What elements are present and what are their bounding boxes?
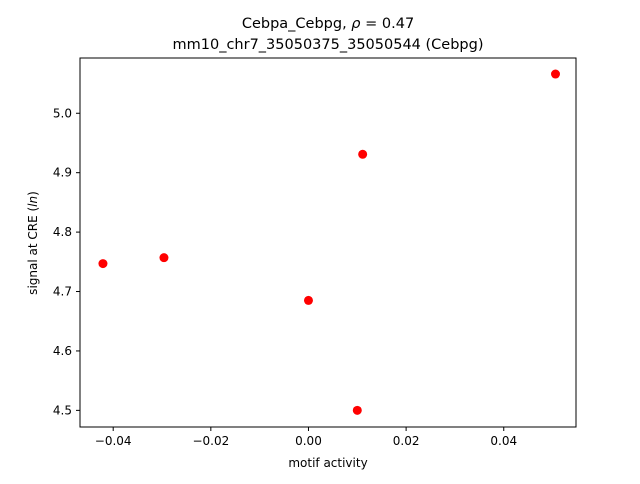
y-tick-label: 4.8 [53,225,72,239]
y-tick-label: 4.6 [53,344,72,358]
y-tick-label: 5.0 [53,106,72,120]
y-axis-label: signal at CRE (ln) [26,191,40,295]
x-tick-label: 0.04 [490,434,517,448]
data-point [303,295,313,305]
data-point [358,149,368,159]
data-point [352,405,362,415]
plot-frame [79,57,577,428]
chart-title-line1: Cebpa_Cebpg, ρ = 0.47 [242,16,414,32]
x-axis-label: motif activity [288,456,367,470]
data-point [98,259,108,269]
chart-title-line2: mm10_chr7_35050375_35050544 (Cebpg) [173,37,484,53]
data-point [159,253,169,263]
y-tick-label: 4.9 [53,166,72,180]
data-point [550,69,560,79]
x-tick-label: −0.02 [192,434,229,448]
x-tick-label: 0.02 [393,434,420,448]
plot-marks: −0.04 −0.02 0.00 0.02 0.04 4.5 4.6 4.7 4.8 4.9 5.0 [53,69,560,448]
x-tick-label: 0.00 [295,434,322,448]
y-tick-label: 4.5 [53,403,72,417]
x-tick-label: −0.04 [95,434,132,448]
y-tick-label: 4.7 [53,285,72,299]
